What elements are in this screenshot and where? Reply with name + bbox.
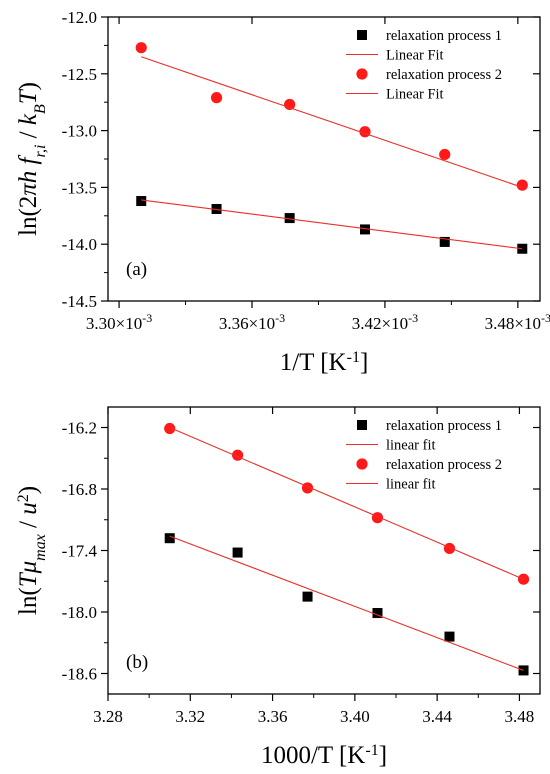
x-tick-label: 3.30×10-3 [86, 311, 152, 333]
data-point-circle [135, 42, 147, 54]
data-point-circle [443, 542, 456, 555]
y-tick-label: -13.5 [62, 178, 97, 197]
legend-circle-swatch [356, 68, 368, 80]
legend-label: relaxation process 1 [386, 28, 502, 44]
x-axis-title: 1000/T [K-1] [261, 742, 387, 770]
x-tick-label: 3.48 [505, 707, 535, 726]
data-point-square [164, 533, 175, 544]
y-tick-label: -12.5 [62, 65, 97, 84]
data-point-square [232, 547, 243, 558]
x-tick-label: 3.32 [175, 707, 205, 726]
y-tick-label: -16.2 [62, 419, 97, 438]
y-axis-title: ln(2πh fr,i / kBT) [15, 82, 49, 236]
legend-circle-swatch [356, 458, 368, 470]
y-tick-label: -17.4 [62, 542, 98, 561]
legend-label: linear fit [386, 477, 436, 493]
y-tick-label: -12.0 [62, 8, 97, 27]
data-point-square [444, 631, 455, 642]
data-point-circle [164, 422, 176, 435]
x-tick-label: 3.48×10-3 [485, 311, 550, 333]
legend-square-swatch [357, 30, 367, 40]
y-tick-label: -18.0 [62, 603, 97, 622]
fit-line [169, 426, 524, 580]
x-axis-title: 1/T [K-1] [280, 349, 369, 377]
legend-label: Linear Fit [386, 48, 444, 64]
data-point-circle [516, 179, 528, 191]
y-tick-label: -14.0 [62, 235, 97, 254]
y-tick-label: -18.6 [62, 665, 97, 684]
legend-label: relaxation process 2 [386, 457, 502, 473]
data-point-square [284, 213, 295, 224]
legend-label: relaxation process 2 [386, 67, 502, 83]
data-point-circle [517, 573, 530, 585]
data-point-square [136, 196, 147, 207]
y-axis-title-group: ln(2πh fr,i / kBT) [15, 82, 49, 236]
data-point-circle [210, 92, 223, 104]
legend-label: linear fit [386, 438, 436, 454]
x-tick-label: 3.28 [93, 707, 123, 726]
y-tick-label: -13.0 [62, 122, 97, 141]
plot-frame [107, 16, 541, 302]
y-axis-title: ln(Tμmax / u2) [15, 486, 49, 615]
data-point-square [439, 236, 450, 247]
fit-line [141, 56, 523, 188]
fit-line [169, 535, 524, 671]
x-tick-label: 3.36 [258, 707, 288, 726]
data-point-circle [284, 98, 296, 111]
fit-line [141, 199, 523, 250]
data-point-square [372, 608, 383, 619]
plot-frame [107, 406, 541, 695]
panel-a-chart: 3.30×10-3 3.36×10-3 3.42×10-3 3.48×10-3 -12.… [15, 8, 550, 376]
x-tick-label: 3.40 [340, 707, 370, 726]
panel-b-chart: 3.28 3.32 3.36 3.40 3.44 3.48 -16.2 -16.8 -17.4 -… [15, 406, 541, 770]
data-point-square [359, 224, 370, 235]
legend-label: relaxation process 1 [386, 418, 502, 434]
panel-label: (b) [126, 652, 148, 673]
panel-label: (a) [126, 259, 147, 280]
data-point-square [302, 591, 313, 602]
x-tick-label: 3.42×10-3 [352, 311, 418, 333]
data-point-square [211, 203, 222, 214]
legend-square-swatch [357, 420, 367, 430]
data-point-circle [439, 148, 451, 161]
y-tick-label: -16.8 [62, 480, 97, 499]
y-axis-title-group: ln(Tμmax / u2) [15, 486, 49, 615]
y-tick-label: -14.5 [62, 292, 97, 311]
legend-label: Linear Fit [386, 87, 444, 103]
x-tick-label: 3.36×10-3 [219, 311, 285, 333]
x-tick-label: 3.44 [422, 707, 452, 726]
